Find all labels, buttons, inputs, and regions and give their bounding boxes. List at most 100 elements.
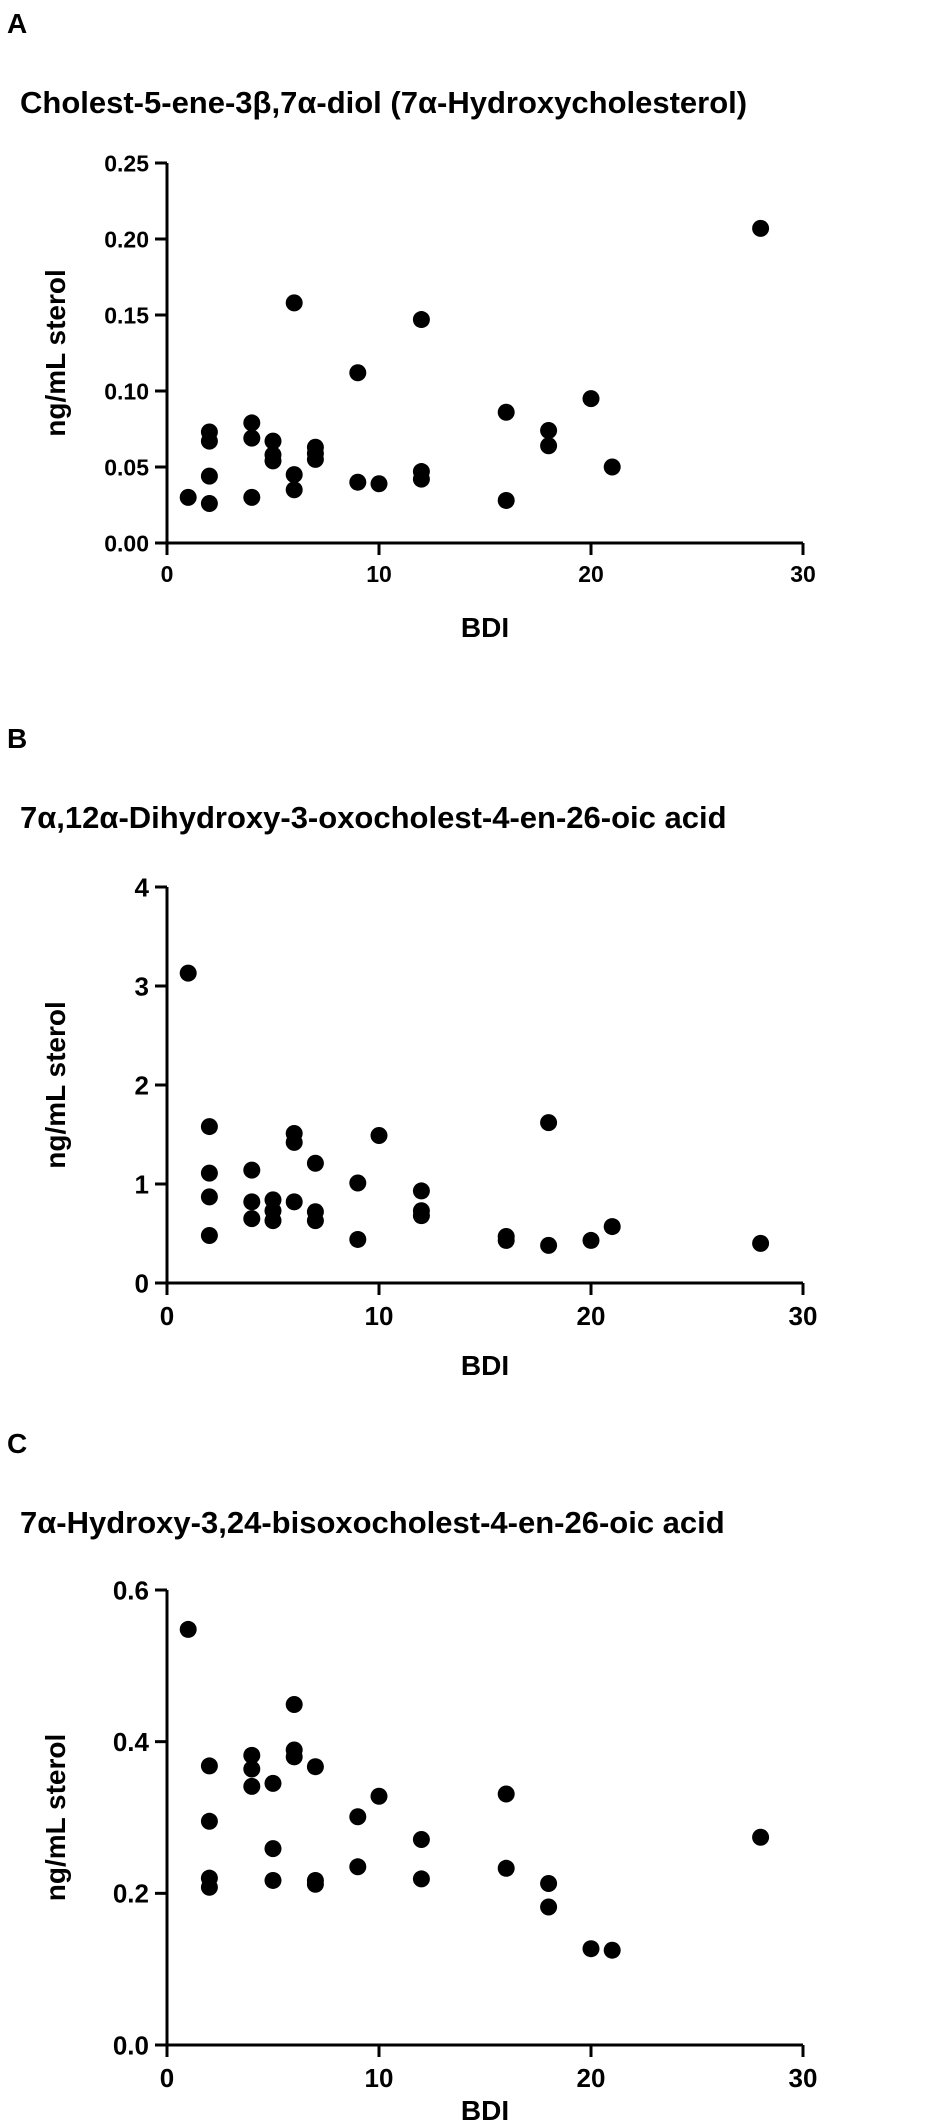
x-tick-label: 0 [160,2063,174,2093]
y-tick-label: 0 [135,1268,149,1298]
data-point [179,964,197,982]
y-tick-label: 4 [135,872,150,902]
y-tick-label: 0.00 [104,530,149,556]
x-tick-label: 10 [366,561,392,587]
x-axis-label: BDI [461,612,509,643]
y-axis-label: ng/mL sterol [40,1001,71,1169]
data-point [497,1785,515,1803]
data-point [200,1878,218,1896]
x-tick-label: 10 [365,2063,394,2093]
y-tick-label: 0.25 [104,150,149,176]
chart-title: 7α-Hydroxy-3,24-bisoxocholest-4-en-26-oi… [20,1505,725,1540]
data-point [243,1210,261,1228]
y-tick-label: 0.2 [113,1879,149,1909]
data-point [200,1226,218,1244]
y-tick-label: 0.6 [113,1575,149,1605]
x-tick-label: 20 [577,2063,606,2093]
data-point [540,422,558,440]
data-point [285,1133,303,1151]
y-tick-label: 0.20 [104,226,149,252]
data-point [306,1154,324,1172]
data-point [243,414,261,432]
data-point [243,429,261,447]
x-tick-label: 20 [578,561,604,587]
data-point [582,1231,600,1249]
data-point [200,1188,218,1206]
data-point [243,488,261,506]
data-point [200,1164,218,1182]
panel-label: B [7,723,28,754]
data-point [497,1231,515,1249]
data-point [349,1808,367,1826]
data-point [370,1126,388,1144]
data-point [200,1118,218,1136]
data-point [285,294,303,312]
data-point [603,458,621,476]
x-tick-label: 30 [789,1301,818,1331]
data-point [285,481,303,499]
data-point [243,1161,261,1179]
x-tick-label: 0 [161,561,174,587]
data-point [200,467,218,485]
chart-title: 7α,12α-Dihydroxy-3-oxocholest-4-en-26-oi… [20,800,727,835]
data-point [264,452,282,470]
data-point [497,1859,515,1877]
y-tick-label: 0.15 [104,302,149,328]
data-point [412,1182,430,1200]
data-point [497,403,515,421]
data-point [306,1212,324,1230]
data-point [752,1828,770,1846]
data-point [370,475,388,493]
x-tick-label: 20 [577,1301,606,1331]
x-tick-label: 30 [790,561,816,587]
data-point [243,1746,261,1764]
data-point [370,1787,388,1805]
data-point [540,1874,558,1892]
data-point [603,1218,621,1236]
data-point [349,1230,367,1248]
x-axis-label: BDI [461,1350,509,1381]
data-point [412,470,430,488]
data-point [200,432,218,450]
data-point [179,488,197,506]
data-point [540,1236,558,1254]
data-point [349,364,367,382]
data-point [603,1941,621,1959]
x-tick-label: 30 [789,2063,818,2093]
x-tick-label: 10 [365,1301,394,1331]
data-point [412,1207,430,1225]
data-point [540,437,558,455]
data-point [264,1212,282,1230]
data-point [285,1193,303,1211]
y-tick-label: 2 [135,1070,149,1100]
data-point [582,1940,600,1958]
scatter-plot-b: 0 1 2 3 4 0 10 20 30 BDI ng/mL sterol [40,872,818,1381]
x-axis-label: BDI [461,2095,509,2126]
panel-label: C [7,1428,28,1459]
y-tick-label: 0.10 [104,378,149,404]
data-point [200,1812,218,1830]
data-point [540,1898,558,1916]
y-axis-label: ng/mL sterol [40,1734,71,1902]
data-point [285,1748,303,1766]
data-point [349,473,367,491]
data-point [306,1758,324,1776]
data-point [582,390,600,408]
y-tick-label: 0.4 [113,1727,150,1757]
y-tick-label: 1 [135,1169,149,1199]
data-point [200,494,218,512]
data-point [412,311,430,329]
data-point [179,1620,197,1638]
data-point [306,450,324,468]
scatter-plot-c: 0.0 0.2 0.4 0.6 0 10 20 30 BDI ng/mL sterol [40,1575,818,2126]
data-point [243,1777,261,1795]
data-point [285,466,303,484]
y-tick-label: 0.0 [113,2030,149,2060]
data-point [412,1870,430,1888]
data-point [264,1774,282,1792]
data-point [243,1760,261,1778]
data-point [349,1174,367,1192]
data-point [200,1757,218,1775]
chart-title: Cholest-5-ene-3β,7α-diol (7α-Hydroxychol… [20,85,748,120]
data-point [243,1193,261,1211]
